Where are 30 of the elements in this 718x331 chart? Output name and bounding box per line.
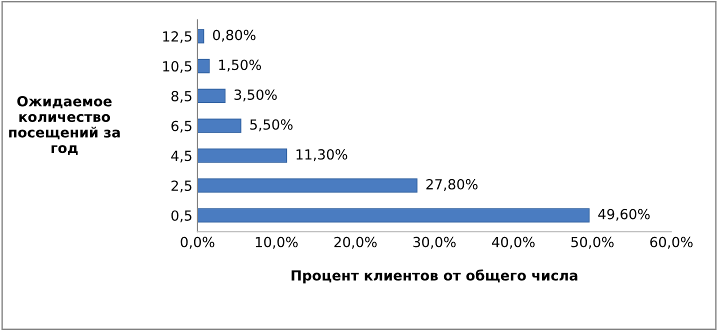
bar: [197, 58, 210, 74]
bar: [197, 88, 226, 104]
data-label: 0,80%: [213, 30, 256, 42]
bar: [197, 29, 204, 44]
x-tick-label: 40,0%: [492, 236, 535, 249]
y-tick-label: 4,5: [171, 150, 192, 163]
y-tick-label: 12,5: [163, 31, 192, 44]
y-tick-label: 6,5: [171, 120, 192, 133]
data-label: 5,50%: [250, 119, 293, 132]
y-tick-label: 0,5: [171, 210, 192, 222]
bar: [197, 148, 288, 163]
x-tick-label: 30,0%: [413, 236, 456, 249]
x-tick-label: 50,0%: [571, 236, 614, 249]
bar: [197, 208, 590, 222]
bar: [197, 118, 242, 133]
y-tick-label: 8,5: [171, 90, 192, 103]
y-tick-label: 10,5: [163, 61, 192, 73]
x-tick-label: 60,0%: [650, 236, 693, 249]
data-label: 11,30%: [296, 149, 348, 162]
bar: [197, 178, 418, 193]
x-tick-label: 20,0%: [334, 236, 377, 249]
data-label: 49,60%: [598, 208, 650, 221]
y-axis-title: Ожидаемое количество посещений за год: [9, 96, 120, 155]
x-axis-title: Процент клиентов от общего числа: [292, 269, 578, 284]
y-tick-label: 2,5: [172, 180, 192, 192]
x-tick-label: 0,0%: [180, 236, 214, 249]
data-label: 1,50%: [219, 60, 261, 72]
data-label: 27,80%: [426, 179, 478, 191]
data-label: 3,50%: [234, 89, 277, 102]
x-tick-label: 10,0%: [256, 236, 298, 249]
